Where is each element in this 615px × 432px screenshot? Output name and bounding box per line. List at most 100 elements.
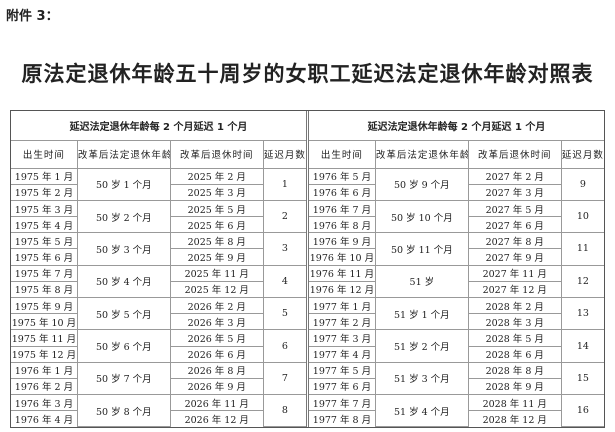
retirement-time-cell: 2028 年 12 月 [467,410,562,427]
birth-cell: 1976 年 9 月 [309,232,376,250]
delay-months-cell: 13 [560,296,604,331]
table-row: 1976 年 4 月 2026 年 12 月 [11,410,306,427]
table-row: 1977 年 1 月 51 岁 1 个月 2028 年 2 月 13 [309,296,604,331]
retirement-time-cell: 2026 年 11 月 [169,394,264,412]
delay-months-cell: 5 [262,296,306,331]
retirement-time-cell: 2028 年 11 月 [467,394,562,412]
retirement-age-cell: 50 岁 4 个月 [76,264,171,299]
delay-months-cell: 15 [560,361,604,396]
birth-cell: 1976 年 5 月 [309,167,376,185]
table-row: 1977 年 2 月 2028 年 3 月 [309,313,604,331]
retirement-time-cell: 2028 年 5 月 [467,329,562,347]
birth-cell: 1976 年 11 月 [309,264,376,282]
birth-cell: 1976 年 8 月 [309,216,376,234]
header-retire-time: 改革后退休时间 [169,140,264,169]
retirement-time-cell: 2025 年 12 月 [169,280,264,299]
table-row: 1977 年 4 月 2028 年 6 月 [309,345,604,363]
retirement-time-cell: 2025 年 6 月 [169,216,264,234]
delay-months-cell: 4 [262,264,306,299]
retirement-time-cell: 2026 年 12 月 [169,410,264,427]
table-row: 1975 年 4 月 2025 年 6 月 [11,216,306,234]
delay-months-cell: 7 [262,361,306,396]
birth-cell: 1975 年 5 月 [11,232,78,250]
birth-cell: 1977 年 8 月 [309,410,376,427]
table-row: 1976 年 9 月 50 岁 11 个月 2027 年 8 月 11 [309,232,604,266]
retirement-time-cell: 2027 年 8 月 [467,232,562,250]
retirement-age-cell: 50 岁 11 个月 [374,232,469,266]
retirement-age-cell: 50 岁 1 个月 [76,167,171,201]
caption-row: 延迟法定退休年龄每 2 个月延迟 1 个月 [11,111,306,142]
birth-cell: 1976 年 2 月 [11,377,78,396]
delay-months-cell: 9 [560,167,604,201]
retirement-age-cell: 51 岁 1 个月 [374,296,469,331]
header-age: 改革后法定退休年龄 [76,140,171,169]
retirement-time-cell: 2025 年 5 月 [169,199,264,218]
birth-cell: 1977 年 4 月 [309,345,376,363]
retirement-time-cell: 2025 年 11 月 [169,264,264,282]
retirement-time-cell: 2026 年 3 月 [169,313,264,331]
table-row: 1975 年 10 月 2026 年 3 月 [11,313,306,331]
birth-cell: 1976 年 3 月 [11,394,78,412]
table-row: 1976 年 8 月 2027 年 6 月 [309,216,604,234]
delay-months-cell: 12 [560,264,604,299]
caption-row: 延迟法定退休年龄每 2 个月延迟 1 个月 [309,111,604,142]
retirement-time-cell: 2027 年 5 月 [467,199,562,218]
header-delay: 延迟月数 [262,140,306,169]
retirement-time-cell: 2025 年 8 月 [169,232,264,250]
retirement-time-cell: 2027 年 3 月 [467,183,562,201]
birth-cell: 1977 年 5 月 [309,361,376,379]
birth-cell: 1975 年 10 月 [11,313,78,331]
birth-cell: 1977 年 2 月 [309,313,376,331]
document-title: 原法定退休年龄五十周岁的女职工延迟法定退休年龄对照表 [21,62,594,86]
birth-cell: 1975 年 4 月 [11,216,78,234]
retirement-age-cell: 50 岁 10 个月 [374,199,469,234]
delay-months-cell: 16 [560,394,604,427]
birth-cell: 1975 年 7 月 [11,264,78,282]
delay-months-cell: 8 [262,394,306,427]
header-age: 改革后法定退休年龄 [374,140,469,169]
birth-cell: 1975 年 11 月 [11,329,78,347]
birth-cell: 1977 年 7 月 [309,394,376,412]
retirement-age-cell: 51 岁 [374,264,469,299]
table-row: 1976 年 6 月 2027 年 3 月 [309,183,604,201]
retirement-time-cell: 2028 年 6 月 [467,345,562,363]
birth-cell: 1976 年 12 月 [309,280,376,299]
birth-cell: 1975 年 1 月 [11,167,78,185]
table-left: 延迟法定退休年龄每 2 个月延迟 1 个月 出生时间 改革后法定退休年龄 改革后退休时… [11,111,306,427]
table-row: 1976 年 2 月 2026 年 9 月 [11,377,306,396]
retirement-time-cell: 2026 年 6 月 [169,345,264,363]
delay-months-cell: 10 [560,199,604,234]
retirement-time-cell: 2026 年 8 月 [169,361,264,379]
birth-cell: 1975 年 8 月 [11,280,78,299]
retirement-time-cell: 2027 年 11 月 [467,264,562,282]
retirement-age-cell: 51 岁 3 个月 [374,361,469,396]
birth-cell: 1976 年 10 月 [309,248,376,266]
retirement-time-cell: 2027 年 6 月 [467,216,562,234]
table-caption: 延迟法定退休年龄每 2 个月延迟 1 个月 [11,111,306,142]
retirement-time-cell: 2026 年 5 月 [169,329,264,347]
retirement-time-cell: 2027 年 12 月 [467,280,562,299]
retirement-age-cell: 50 岁 5 个月 [76,296,171,331]
delay-months-cell: 1 [262,167,306,201]
comparison-table: 延迟法定退休年龄每 2 个月延迟 1 个月 出生时间 改革后法定退休年龄 改革后退休时… [10,110,605,428]
retirement-age-cell: 51 岁 2 个月 [374,329,469,363]
retirement-time-cell: 2027 年 2 月 [467,167,562,185]
header-row: 出生时间 改革后法定退休年龄 改革后退休时间 延迟月数 [11,140,306,169]
birth-cell: 1976 年 4 月 [11,410,78,427]
retirement-time-cell: 2026 年 9 月 [169,377,264,396]
birth-cell: 1977 年 3 月 [309,329,376,347]
retirement-age-cell: 50 岁 6 个月 [76,329,171,363]
table-row: 1977 年 8 月 2028 年 12 月 [309,410,604,427]
attachment-label: 附件 3： [6,9,59,24]
delay-months-cell: 6 [262,329,306,363]
birth-cell: 1977 年 6 月 [309,377,376,396]
retirement-time-cell: 2028 年 3 月 [467,313,562,331]
retirement-time-cell: 2027 年 9 月 [467,248,562,266]
retirement-time-cell: 2025 年 2 月 [169,167,264,185]
birth-cell: 1976 年 6 月 [309,183,376,201]
table-row: 1977 年 3 月 51 岁 2 个月 2028 年 5 月 14 [309,329,604,363]
